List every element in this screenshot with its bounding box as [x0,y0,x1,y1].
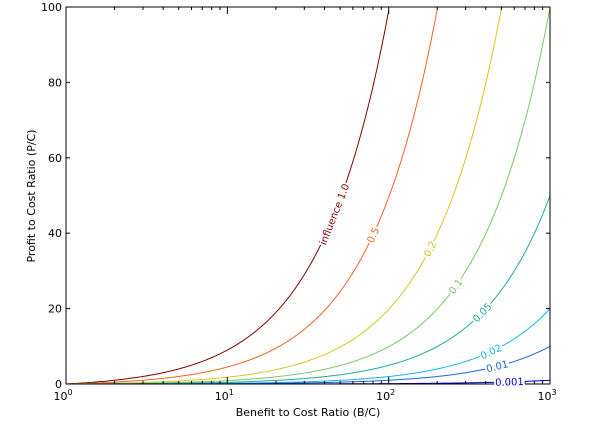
y-tick-label-2: 40 [48,227,62,240]
x-tick-label-2: 102 [376,388,395,403]
x-axis-label: Benefit to Cost Ratio (B/C) [236,406,381,419]
curve-label-text-6: 0.01 [485,359,509,375]
curve-label-4: 0.05 [470,300,496,326]
x-tick-label-3: 103 [537,388,556,403]
y-tick-label-0: 0 [55,378,62,391]
curve-4 [65,195,551,385]
x-tick-label-0: 100 [53,388,72,403]
chart-curves [65,7,551,385]
y-tick-label-4: 80 [48,76,62,89]
curve-label-7: 0.001 [493,376,525,389]
curve-label-0: influence 1.0 [317,181,353,248]
curve-2 [65,7,502,385]
y-tick-label-1: 20 [48,303,62,316]
plot-frame [65,6,551,385]
y-tick-label-3: 60 [48,152,62,165]
curve-1 [65,8,438,385]
curve-label-2: 0.2 [421,239,440,260]
curve-label-1: 0.5 [365,225,383,246]
curve-3 [65,7,551,385]
curve-label-text-7: 0.001 [495,377,524,389]
curve-labels: influence 1.0 0.50.20.10.050.020.010.001 [317,181,525,389]
axis-ticks: 0 20 40 60 80 100 100 101 102 103 [41,1,557,403]
curve-label-text-5: 0.02 [479,343,504,362]
x-tick-label-1: 101 [215,388,234,403]
y-axis-label: Profit to Cost Ratio (P/C) [25,129,38,262]
y-tick-label-5: 100 [41,1,62,14]
curve-label-text-0: influence 1.0 [318,182,352,246]
curve-label-6: 0.01 [484,358,511,376]
